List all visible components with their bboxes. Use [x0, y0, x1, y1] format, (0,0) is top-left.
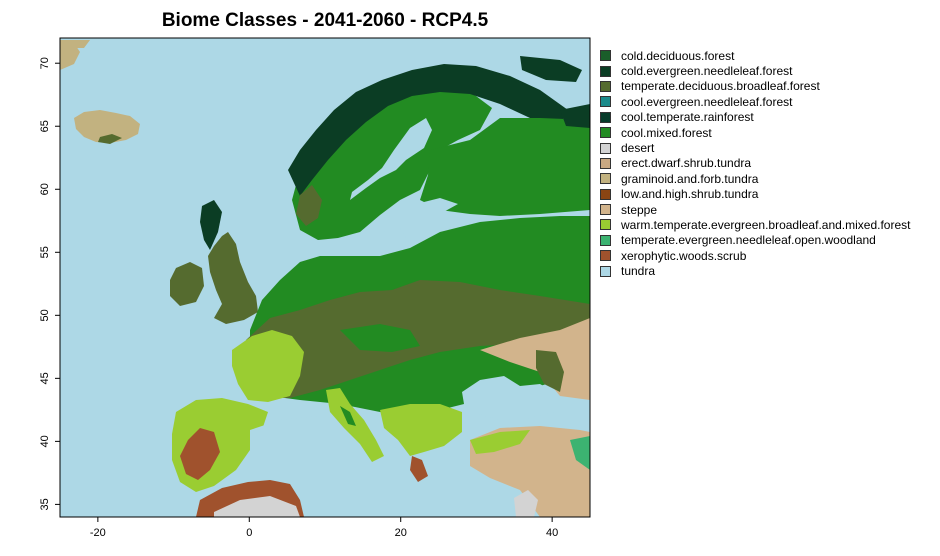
- x-axis: -20 0 20 40: [90, 517, 558, 539]
- legend-item: temperate.deciduous.broadleaf.forest: [600, 79, 910, 94]
- legend-swatch: [600, 188, 611, 200]
- legend-swatch: [600, 80, 611, 92]
- legend-item: cool.evergreen.needleleaf.forest: [600, 94, 910, 109]
- legend-label: cool.mixed.forest: [621, 125, 712, 140]
- x-tick-label: 20: [395, 527, 407, 539]
- legend-swatch: [600, 234, 611, 246]
- x-tick-label: 0: [246, 527, 252, 539]
- legend-item: graminoid.and.forb.tundra: [600, 171, 910, 186]
- legend-item: xerophytic.woods.scrub: [600, 248, 910, 263]
- mediterranean: [250, 416, 520, 517]
- legend-label: graminoid.and.forb.tundra: [621, 171, 759, 186]
- black-sea: [462, 376, 558, 420]
- legend-label: warm.temperate.evergreen.broadleaf.and.m…: [621, 217, 911, 232]
- legend-item: warm.temperate.evergreen.broadleaf.and.m…: [600, 217, 910, 232]
- legend-label: temperate.deciduous.broadleaf.forest: [621, 79, 820, 94]
- legend-swatch: [600, 250, 611, 262]
- legend-item: steppe: [600, 202, 910, 217]
- legend-label: low.and.high.shrub.tundra: [621, 187, 759, 202]
- legend: cold.deciduous.forest cold.evergreen.need…: [600, 48, 910, 279]
- legend-label: desert: [621, 141, 655, 156]
- legend-item: cold.deciduous.forest: [600, 48, 910, 63]
- legend-swatch: [600, 96, 611, 108]
- legend-item: temperate.evergreen.needleleaf.open.wood…: [600, 233, 910, 248]
- iceland: [74, 110, 140, 143]
- y-axis: 35 40 45 50 55 60 65 70: [39, 57, 60, 511]
- legend-swatch: [600, 173, 611, 185]
- legend-swatch: [600, 219, 611, 231]
- y-tick-label: 55: [39, 246, 51, 258]
- map-title: Biome Classes - 2041-2060 - RCP4.5: [161, 10, 489, 31]
- legend-item: cold.evergreen.needleleaf.forest: [600, 63, 910, 78]
- y-tick-label: 50: [39, 309, 51, 321]
- legend-swatch: [600, 111, 611, 123]
- legend-label: cold.deciduous.forest: [621, 48, 735, 63]
- balkans: [380, 404, 462, 456]
- legend-item: desert: [600, 140, 910, 155]
- legend-swatch: [600, 204, 611, 216]
- legend-item: cool.temperate.rainforest: [600, 110, 910, 125]
- legend-label: xerophytic.woods.scrub: [621, 248, 747, 263]
- france: [232, 330, 304, 402]
- legend-label: cool.temperate.rainforest: [621, 110, 754, 125]
- legend-item: low.and.high.shrub.tundra: [600, 187, 910, 202]
- legend-label: steppe: [621, 202, 658, 217]
- y-tick-label: 40: [39, 435, 51, 447]
- legend-swatch: [600, 142, 611, 154]
- legend-label: tundra: [621, 264, 656, 279]
- ireland: [170, 262, 204, 306]
- legend-swatch: [600, 50, 611, 62]
- great-britain: [208, 232, 258, 324]
- legend-label: erect.dwarf.shrub.tundra: [621, 156, 752, 171]
- legend-item: cool.mixed.forest: [600, 125, 910, 140]
- y-tick-label: 65: [39, 120, 51, 132]
- legend-swatch: [600, 65, 611, 77]
- legend-label: cool.evergreen.needleleaf.forest: [621, 94, 793, 109]
- x-tick-label: 40: [546, 527, 558, 539]
- legend-item: erect.dwarf.shrub.tundra: [600, 156, 910, 171]
- legend-label: temperate.evergreen.needleleaf.open.wood…: [621, 233, 876, 248]
- y-tick-label: 70: [39, 57, 51, 69]
- y-tick-label: 35: [39, 498, 51, 510]
- legend-item: tundra: [600, 263, 910, 278]
- y-tick-label: 45: [39, 372, 51, 384]
- legend-swatch: [600, 265, 611, 277]
- plot-frame: [59, 37, 591, 518]
- norway-needleleaf: [288, 64, 568, 196]
- y-tick-label: 60: [39, 183, 51, 195]
- legend-swatch: [600, 157, 611, 169]
- x-tick-label: -20: [90, 527, 106, 539]
- legend-label: cold.evergreen.needleleaf.forest: [621, 64, 793, 79]
- map-raster: [60, 38, 590, 517]
- legend-swatch: [600, 127, 611, 139]
